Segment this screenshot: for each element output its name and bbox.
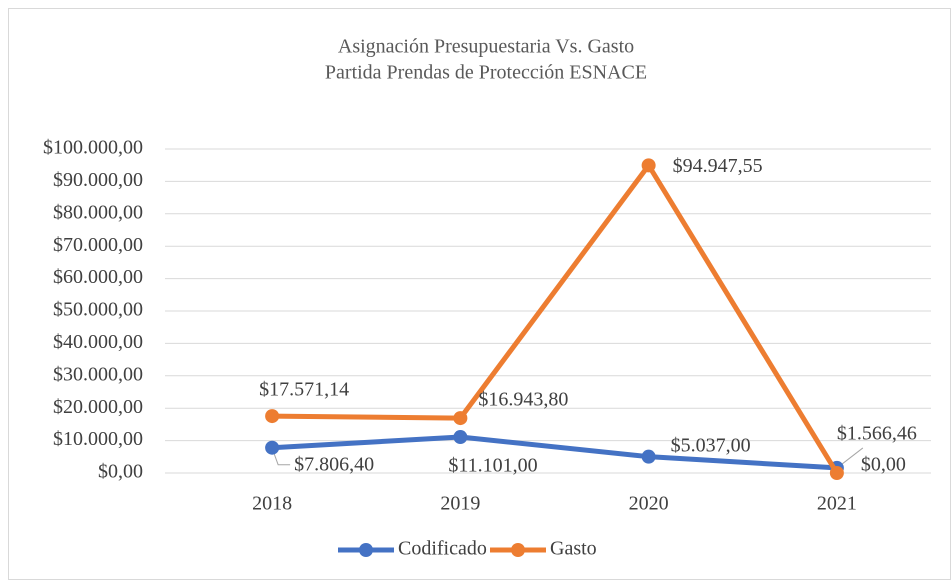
data-label: $16.943,80 [478, 389, 568, 411]
y-tick-label: $0,00 [98, 461, 143, 483]
series-line [272, 162, 840, 475]
y-tick-label: $50.000,00 [53, 299, 143, 321]
series-line [271, 434, 838, 471]
data-label: $11.101,00 [448, 455, 537, 477]
point-marker [641, 158, 656, 173]
data-label: $5.037,00 [671, 434, 751, 456]
y-tick-label: $70.000,00 [53, 234, 143, 256]
y-tick-label: $90.000,00 [53, 169, 143, 191]
data-label: $17.571,14 [259, 379, 349, 401]
x-tick-label: 2018 [252, 493, 292, 515]
point-marker [829, 466, 844, 480]
data-label: $0,00 [861, 454, 906, 476]
y-tick-label: $60.000,00 [53, 266, 143, 288]
legend-marker [359, 543, 373, 557]
y-tick-label: $20.000,00 [53, 396, 143, 418]
y-tick-label: $30.000,00 [53, 363, 143, 385]
chart-subtitle: Partida Prendas de Protección ESNACE [325, 62, 647, 84]
leader-line [273, 453, 291, 466]
data-label: $7.806,40 [294, 453, 374, 475]
y-tick-label: $10.000,00 [53, 428, 143, 450]
legend-label: Codificado [398, 538, 487, 560]
y-tick-label: $40.000,00 [53, 331, 143, 353]
chart-frame [8, 8, 951, 580]
leader-line [840, 447, 864, 466]
y-tick-label: $100.000,00 [43, 137, 143, 159]
y-tick-label: $80.000,00 [53, 201, 143, 223]
data-label: $1.566,46 [837, 423, 917, 445]
point-marker [453, 411, 468, 426]
x-tick-label: 2021 [817, 493, 857, 515]
x-tick-label: 2020 [629, 493, 669, 515]
data-label: $94.947,55 [673, 155, 763, 177]
point-marker [641, 449, 656, 464]
legend-marker [511, 543, 525, 557]
point-marker [453, 430, 468, 445]
point-marker [265, 440, 280, 455]
x-tick-label: 2019 [440, 493, 480, 515]
chart-title: Asignación Presupuestaria Vs. Gasto [338, 36, 634, 58]
point-marker [265, 409, 280, 424]
legend-label: Gasto [550, 538, 597, 560]
